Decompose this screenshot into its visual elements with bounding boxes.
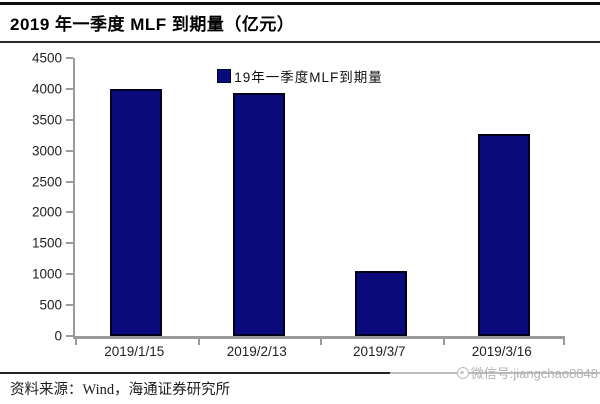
top-border	[0, 2, 600, 5]
watermark-line	[390, 372, 600, 374]
x-tick-label: 2019/3/7	[352, 344, 406, 359]
bar-slot	[443, 58, 566, 336]
x-tick-label: 2019/3/16	[471, 344, 532, 359]
x-tick-mark	[442, 339, 445, 345]
y-tick-mark	[66, 87, 73, 90]
y-tick-label: 1500	[31, 235, 62, 251]
y-tick-label: 3000	[31, 142, 62, 158]
y-tick-mark	[66, 149, 73, 152]
wechat-logo-icon	[456, 366, 469, 379]
x-tick-label: 2019/2/13	[226, 344, 287, 359]
x-tick-mark	[563, 339, 565, 345]
y-tick-mark	[66, 304, 73, 307]
y-tick-mark	[66, 57, 73, 59]
y-tick-mark	[66, 242, 73, 245]
legend: 19年一季度MLF到期量	[55, 66, 545, 86]
bar-slot	[320, 58, 443, 336]
legend-label: 19年一季度MLF到期量	[234, 70, 383, 85]
bar-2019/3/7	[355, 271, 408, 336]
y-tick-mark	[66, 211, 73, 214]
bar-slot	[198, 58, 321, 336]
page-title: 2019 年一季度 MLF 到期量（亿元）	[10, 15, 295, 34]
y-tick-label: 500	[39, 297, 62, 313]
x-tick-mark	[320, 339, 322, 345]
wechat-watermark: 微信号:jiangchao8848	[456, 363, 598, 382]
bar-series	[75, 58, 565, 336]
bar-2019/2/13	[232, 93, 285, 336]
y-axis-labels: 4500 4000 3500 3000 2500 2000 1500 1000 500 0	[0, 51, 62, 342]
y-tick-label: 3500	[31, 112, 62, 128]
plot-area: 19年一季度MLF到期量	[66, 57, 565, 345]
source-note: 资料来源：Wind，海通证券研究所	[10, 382, 231, 398]
title-divider	[0, 41, 600, 43]
x-tick-mark	[75, 339, 77, 345]
y-tick-label: 0	[54, 328, 62, 344]
y-tick-label: 2000	[31, 204, 62, 220]
y-tick-label: 4000	[31, 81, 62, 97]
x-tick-mark	[197, 339, 200, 345]
y-tick-label: 4500	[31, 50, 62, 66]
y-tick-label: 1000	[31, 266, 62, 282]
watermark-text: 微信号:jiangchao8848	[470, 366, 598, 381]
x-axis-labels: 2019/1/15 2019/2/13 2019/3/7 2019/3/16	[73, 344, 563, 359]
y-tick-label: 2500	[31, 173, 62, 189]
y-tick-mark	[66, 273, 73, 276]
y-tick-mark	[66, 180, 73, 183]
y-tick-mark	[66, 118, 73, 121]
x-tick-label: 2019/1/15	[104, 344, 165, 359]
footer-divider	[0, 372, 398, 374]
bar-2019/1/15	[110, 88, 163, 336]
bar-slot	[75, 58, 198, 336]
y-tick-mark	[66, 335, 73, 337]
legend-swatch-icon	[217, 69, 232, 83]
bar-2019/3/16	[477, 134, 530, 336]
